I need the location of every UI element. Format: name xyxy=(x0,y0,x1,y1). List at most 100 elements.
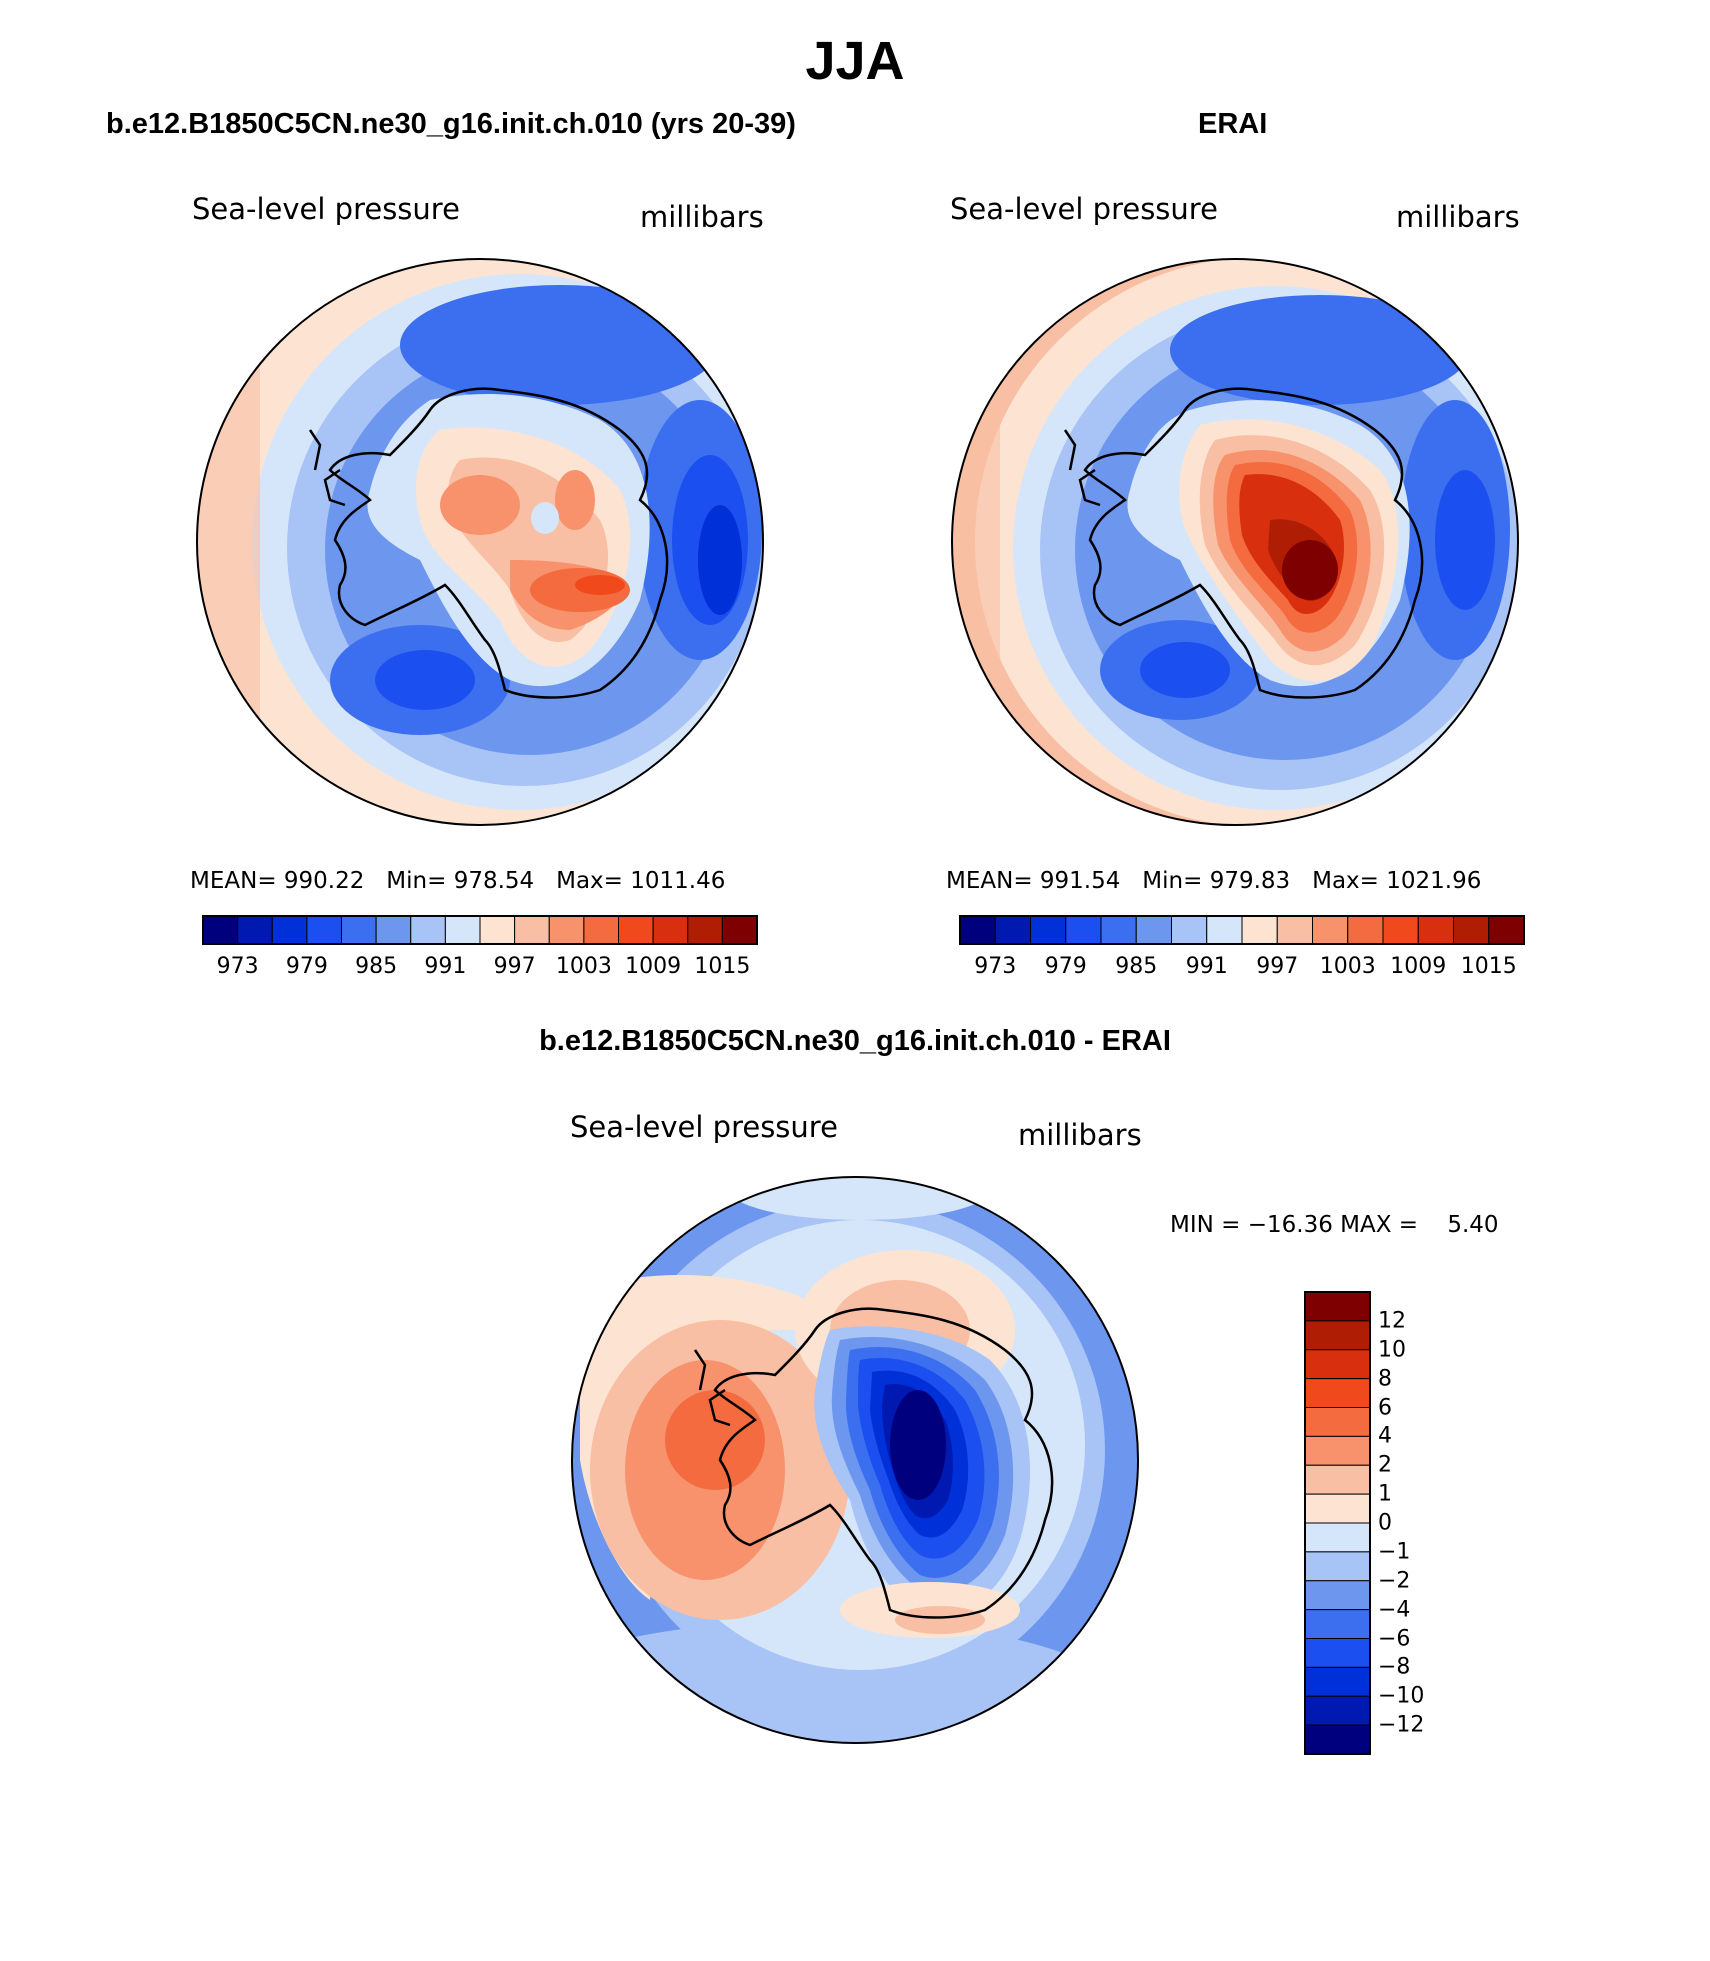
difference-coastline xyxy=(693,1307,1054,1619)
right-variable-label: Sea-level pressure xyxy=(950,192,1218,226)
colorbar-swatch xyxy=(1276,915,1313,945)
colorbar-tick-label: 10 xyxy=(1378,1337,1406,1363)
colorbar-tick-label: 1009 xyxy=(625,954,682,979)
right-map-border xyxy=(951,258,1519,826)
difference-panel-title: b.e12.B1850C5CN.ne30_g16.init.ch.010 - E… xyxy=(539,1025,1171,1057)
colorbar-tick-label: 985 xyxy=(355,954,398,979)
colorbar-swatch xyxy=(1304,1435,1371,1466)
colorbar-swatch xyxy=(548,915,585,945)
colorbar-swatch xyxy=(1488,915,1525,945)
colorbar-tick-label: 2 xyxy=(1378,1452,1392,1478)
colorbar-frame xyxy=(1304,1291,1371,1755)
colorbar-swatch xyxy=(1304,1724,1371,1755)
colorbar-tick-label: −2 xyxy=(1378,1568,1411,1594)
colorbar-swatch xyxy=(1206,915,1243,945)
colorbar-tick-label: 1015 xyxy=(694,954,751,979)
colorbar-tick-label: −6 xyxy=(1378,1626,1411,1651)
colorbar-swatch xyxy=(1100,915,1137,945)
left-variable-label: Sea-level pressure xyxy=(192,192,460,226)
colorbar-tick-label: 979 xyxy=(1044,954,1087,979)
colorbar-tick-label: 979 xyxy=(285,954,328,979)
colorbar-tick-label: 973 xyxy=(974,954,1017,979)
figure-title: JJA xyxy=(805,31,905,91)
colorbar-swatch xyxy=(1304,1638,1371,1668)
colorbar-swatch xyxy=(237,915,273,945)
colorbar-swatch xyxy=(1382,915,1419,945)
colorbar-swatch xyxy=(410,915,446,945)
colorbar-swatch xyxy=(1304,1464,1371,1495)
colorbar-swatch xyxy=(1304,1349,1371,1380)
colorbar-tick-label: 1003 xyxy=(555,954,612,979)
colorbar-tick-label: 6 xyxy=(1378,1395,1392,1420)
colorbar-tick-label: −10 xyxy=(1378,1683,1425,1709)
colorbar-swatch xyxy=(514,915,550,945)
colorbar-tick-label: 991 xyxy=(1185,954,1228,979)
left-map xyxy=(197,259,763,825)
colorbar-swatch xyxy=(652,915,689,945)
difference-map xyxy=(572,1177,1138,1743)
colorbar-swatch xyxy=(375,915,412,945)
colorbar-swatch xyxy=(721,915,758,945)
colorbar-swatch xyxy=(1304,1320,1371,1351)
colorbar-swatch xyxy=(202,915,239,945)
right-coastline xyxy=(1063,387,1424,699)
colorbar-tick-label: 1 xyxy=(1378,1481,1392,1507)
colorbar-swatch xyxy=(1171,915,1208,945)
colorbar-tick-label: 1003 xyxy=(1319,954,1376,979)
left-colorbar xyxy=(202,915,758,945)
colorbar-swatch xyxy=(1304,1609,1371,1639)
colorbar-swatch xyxy=(1304,1291,1371,1322)
colorbar-swatch xyxy=(306,915,342,945)
colorbar-swatch xyxy=(1030,915,1067,945)
left-panel-title: b.e12.B1850C5CN.ne30_g16.init.ch.010 (yr… xyxy=(106,108,796,140)
colorbar-swatch xyxy=(1304,1493,1371,1524)
colorbar-swatch xyxy=(1453,915,1490,945)
colorbar-tick-label: 997 xyxy=(493,954,536,979)
colorbar-swatch xyxy=(959,915,996,945)
colorbar-tick-label: 8 xyxy=(1378,1366,1392,1392)
colorbar-swatch xyxy=(1304,1695,1371,1726)
colorbar-swatch xyxy=(1312,915,1349,945)
colorbar-tick-label: 1009 xyxy=(1390,954,1447,979)
colorbar-swatch xyxy=(1304,1580,1371,1611)
colorbar-tick-label: 991 xyxy=(424,954,467,979)
colorbar-swatch xyxy=(583,915,619,945)
diff-units-label: millibars xyxy=(1018,1118,1142,1152)
colorbar-swatch xyxy=(341,915,377,945)
colorbar-swatch xyxy=(1304,1378,1371,1408)
right-map xyxy=(952,259,1518,825)
colorbar-swatch xyxy=(1304,1666,1371,1697)
colorbar-tick-label: −8 xyxy=(1378,1654,1411,1680)
colorbar-tick-label: 12 xyxy=(1378,1308,1406,1334)
colorbar-swatch xyxy=(1347,915,1384,945)
left-units-label: millibars xyxy=(640,200,764,234)
right-units-label: millibars xyxy=(1396,200,1520,234)
colorbar-swatch xyxy=(1304,1407,1371,1437)
colorbar-tick-label: 0 xyxy=(1378,1510,1392,1536)
colorbar-tick-label: 985 xyxy=(1115,954,1158,979)
colorbar-swatch xyxy=(444,915,481,945)
colorbar-swatch xyxy=(479,915,516,945)
difference-colorbar xyxy=(1304,1291,1371,1755)
right-panel-title: ERAI xyxy=(1198,108,1268,140)
colorbar-tick-label: −4 xyxy=(1378,1597,1411,1623)
colorbar-swatch xyxy=(271,915,308,945)
colorbar-tick-label: 997 xyxy=(1256,954,1299,979)
left-map-border xyxy=(196,258,764,826)
left-coastline xyxy=(308,387,669,699)
colorbar-tick-label: 1015 xyxy=(1460,954,1517,979)
left-stats: MEAN= 990.22 Min= 978.54 Max= 1011.46 xyxy=(190,868,726,894)
colorbar-frame xyxy=(959,915,1525,945)
diff-stats: MIN = −16.36 MAX = 5.40 xyxy=(1170,1212,1499,1238)
colorbar-swatch xyxy=(1304,1522,1371,1553)
colorbar-tick-label: −12 xyxy=(1378,1712,1425,1738)
colorbar-swatch xyxy=(687,915,723,945)
diff-variable-label: Sea-level pressure xyxy=(570,1110,838,1144)
colorbar-frame xyxy=(202,915,758,945)
colorbar-tick-label: 973 xyxy=(216,954,259,979)
difference-map-border xyxy=(571,1176,1139,1744)
right-colorbar xyxy=(959,915,1525,945)
colorbar-tick-label: 4 xyxy=(1378,1423,1392,1449)
colorbar-swatch xyxy=(1065,915,1102,945)
